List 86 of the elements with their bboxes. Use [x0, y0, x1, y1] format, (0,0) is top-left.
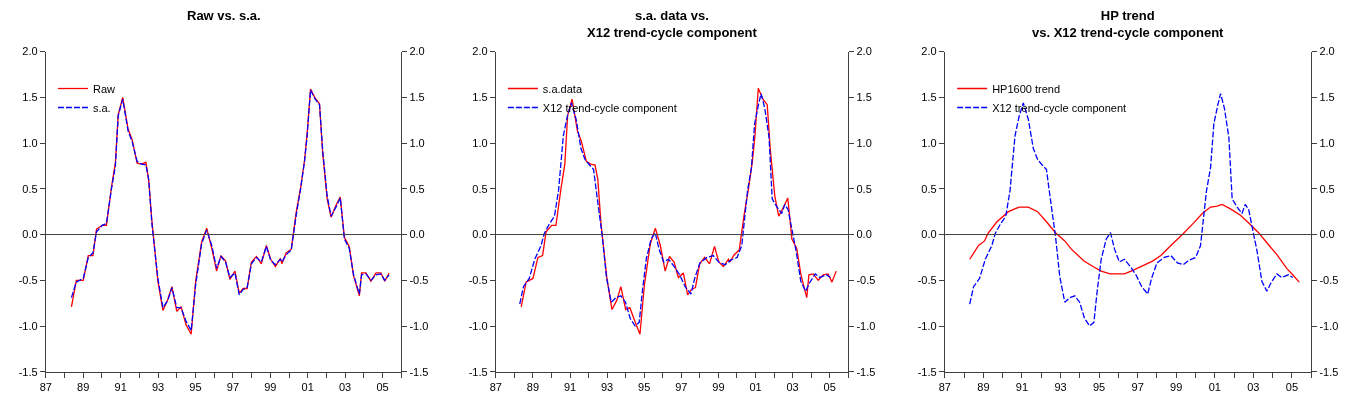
- y-tick-label: 0.5: [472, 182, 488, 195]
- legend-label: Raw: [92, 82, 115, 95]
- y2-tick-label: 1.0: [1319, 136, 1335, 149]
- y-tick-label: 2.0: [22, 45, 38, 58]
- x-tick-label: 95: [1092, 380, 1106, 393]
- y2-tick-label: 1.0: [409, 136, 425, 149]
- x-tick-label: 03: [786, 380, 799, 393]
- x-tick-label: 05: [823, 380, 836, 393]
- chart-title: Raw vs. s.a.: [187, 8, 261, 23]
- y2-tick-label: -0.5: [1319, 274, 1339, 287]
- y2-tick-label: 0.5: [856, 182, 872, 195]
- y2-tick-label: 2.0: [856, 45, 872, 58]
- y2-tick-label: -1.0: [409, 319, 429, 332]
- chart-title: s.a. data vs. X12 trend-cycle component: [587, 8, 758, 40]
- y-tick-label: 1.5: [22, 91, 38, 104]
- y-tick-label: -1.0: [917, 319, 937, 332]
- y-tick-label: -1.5: [468, 365, 488, 378]
- x-tick-label: 99: [264, 380, 277, 393]
- x-tick-label: 05: [376, 380, 389, 393]
- x-tick-label: 91: [1015, 380, 1029, 393]
- x-tick-label: 01: [301, 380, 314, 393]
- y2-tick-label: 0.0: [1319, 228, 1335, 241]
- y2-tick-label: 2.0: [1319, 45, 1335, 58]
- x-tick-label: 93: [601, 380, 614, 393]
- x-tick-label: 93: [1054, 380, 1067, 393]
- legend-label: s.a.data: [542, 82, 583, 95]
- x-tick-label: 89: [526, 380, 540, 393]
- y2-tick-label: 1.0: [856, 136, 872, 149]
- y-tick-label: -0.5: [468, 274, 488, 287]
- y-tick-label: 2.0: [921, 45, 937, 58]
- legend-label: HP1600 trend: [992, 82, 1061, 95]
- x-tick-label: 93: [151, 380, 165, 393]
- x-tick-label: 99: [1170, 380, 1183, 393]
- x-tick-label: 03: [1247, 380, 1260, 393]
- y-tick-label: 0.0: [921, 228, 937, 241]
- y-tick-label: 1.5: [921, 91, 937, 104]
- y-tick-label: -0.5: [917, 274, 937, 287]
- y2-tick-label: 2.0: [409, 45, 425, 58]
- y-tick-label: 0.5: [22, 182, 38, 195]
- y2-tick-label: -1.0: [856, 319, 876, 332]
- x-tick-label: 95: [638, 380, 651, 393]
- y-tick-label: 1.0: [921, 136, 937, 149]
- y-tick-label: 0.5: [921, 182, 937, 195]
- x-tick-label: 01: [749, 380, 762, 393]
- y-tick-label: 1.0: [22, 136, 38, 149]
- x-tick-label: 87: [39, 380, 52, 393]
- x-tick-label: 97: [675, 380, 688, 393]
- y-tick-label: -1.0: [468, 319, 488, 332]
- x-tick-label: 97: [226, 380, 240, 393]
- y2-tick-label: 0.0: [856, 228, 872, 241]
- y-tick-label: 1.5: [472, 91, 488, 104]
- legend-label: X12 trend-cycle component: [992, 101, 1127, 114]
- x-tick-label: 91: [114, 380, 127, 393]
- y-tick-label: 0.0: [472, 228, 488, 241]
- y2-tick-label: -1.5: [856, 365, 876, 378]
- y2-tick-label: 0.5: [1319, 182, 1335, 195]
- y-tick-label: 0.0: [22, 228, 38, 241]
- x-tick-label: 87: [938, 380, 951, 393]
- x-tick-label: 91: [563, 380, 577, 393]
- y2-tick-label: 0.0: [409, 228, 425, 241]
- y2-tick-label: 0.5: [409, 182, 425, 195]
- y2-tick-label: 1.5: [409, 91, 425, 104]
- y2-tick-label: 1.5: [1319, 91, 1335, 104]
- x-tick-label: 95: [189, 380, 202, 393]
- y2-tick-label: -1.5: [409, 365, 429, 378]
- y2-tick-label: -0.5: [856, 274, 876, 287]
- y-tick-label: -0.5: [18, 274, 38, 287]
- x-tick-label: 01: [1208, 380, 1221, 393]
- y-tick-label: -1.0: [18, 319, 38, 332]
- x-tick-label: 87: [489, 380, 502, 393]
- chart-title: HP trend vs. X12 trend-cycle component: [1032, 8, 1225, 40]
- x-tick-label: 89: [977, 380, 990, 393]
- x-tick-label: 99: [712, 380, 725, 393]
- x-tick-label: 03: [339, 380, 352, 393]
- x-tick-label: 97: [1131, 380, 1144, 393]
- x-tick-label: 05: [1285, 380, 1299, 393]
- y2-tick-label: -0.5: [409, 274, 429, 287]
- y-tick-label: 2.0: [472, 45, 488, 58]
- y2-tick-label: 1.5: [856, 91, 872, 104]
- x-tick-label: 89: [77, 380, 90, 393]
- y-tick-label: -1.5: [18, 365, 38, 378]
- y-tick-label: 1.0: [472, 136, 488, 149]
- legend-label: s.a.: [92, 101, 111, 114]
- y2-tick-label: -1.5: [1319, 365, 1339, 378]
- y2-tick-label: -1.0: [1319, 319, 1339, 332]
- y-tick-label: -1.5: [917, 365, 937, 378]
